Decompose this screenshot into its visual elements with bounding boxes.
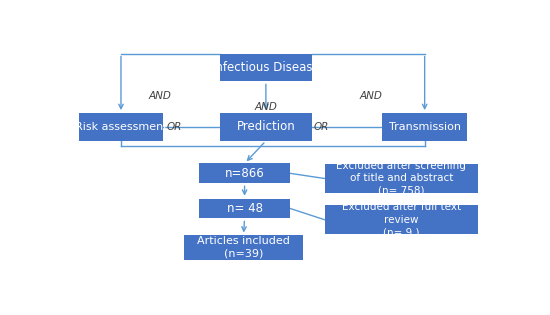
Text: OR: OR [167, 122, 182, 132]
FancyBboxPatch shape [79, 113, 163, 141]
FancyBboxPatch shape [184, 236, 303, 260]
FancyBboxPatch shape [324, 164, 478, 193]
Text: n= 48: n= 48 [227, 202, 262, 215]
FancyBboxPatch shape [382, 113, 468, 141]
Text: Risk assessment: Risk assessment [75, 122, 167, 132]
Text: Articles included
(n=39): Articles included (n=39) [197, 236, 290, 259]
Text: AND: AND [254, 102, 277, 112]
Text: AND: AND [360, 91, 383, 101]
FancyBboxPatch shape [324, 205, 478, 234]
FancyBboxPatch shape [199, 199, 290, 219]
FancyBboxPatch shape [220, 54, 312, 82]
Text: Excluded after screening
of title and abstract
(n= 758): Excluded after screening of title and ab… [336, 161, 466, 196]
Text: OR: OR [314, 122, 329, 132]
Text: Infectious Disease: Infectious Disease [212, 61, 320, 74]
Text: AND: AND [149, 91, 172, 101]
Text: n=866: n=866 [225, 167, 265, 180]
FancyBboxPatch shape [199, 163, 290, 183]
Text: Prediction: Prediction [236, 120, 295, 134]
Text: Transmission: Transmission [389, 122, 461, 132]
Text: Excluded after full text
review
(n= 9 ): Excluded after full text review (n= 9 ) [342, 202, 461, 237]
FancyBboxPatch shape [220, 113, 312, 141]
